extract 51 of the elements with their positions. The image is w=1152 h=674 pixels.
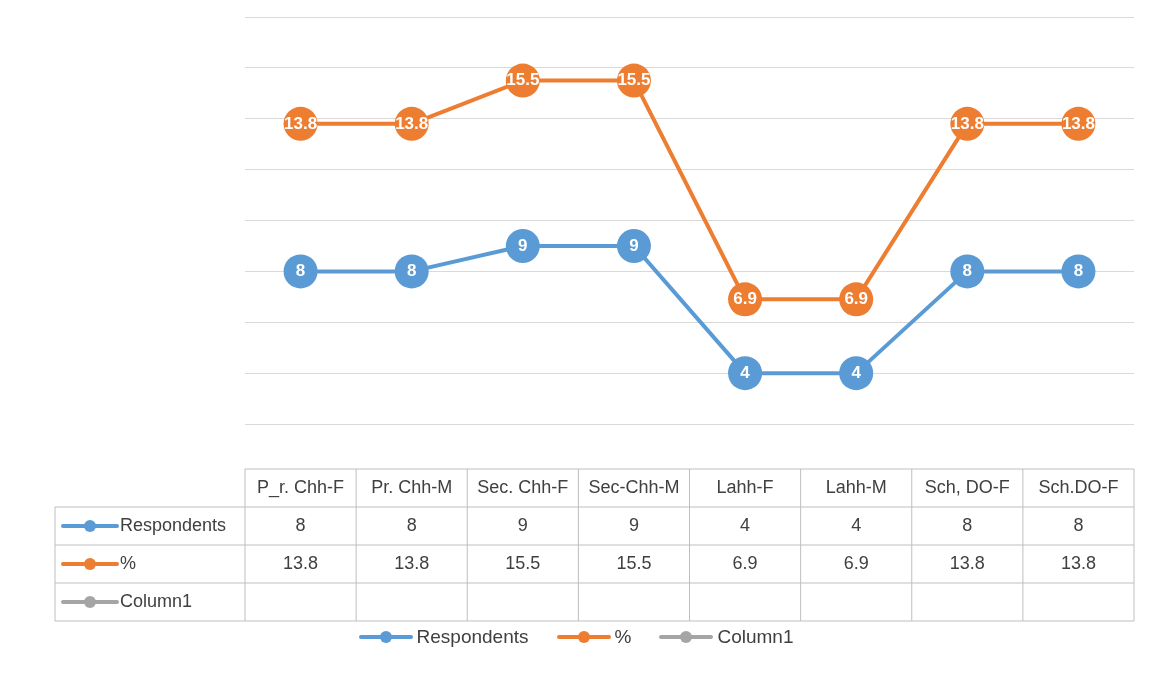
data-label: 4 — [851, 514, 862, 535]
point — [950, 254, 985, 289]
x-tick-label: Lahh-F — [716, 476, 774, 497]
legend-label: Column1 — [120, 590, 193, 611]
data-label: 8 — [406, 514, 417, 535]
point — [505, 228, 540, 263]
annotation: 8 — [295, 261, 306, 281]
data-label: 13.8 — [1060, 552, 1096, 573]
annotation: 13.8 — [284, 113, 318, 133]
x-tick-label: Sch, DO-F — [924, 476, 1010, 497]
data-label: 4 — [740, 514, 751, 535]
annotation: 9 — [629, 235, 639, 255]
data-label: 8 — [1073, 514, 1084, 535]
x-tick-label: Pr. Chh-M — [371, 476, 453, 497]
data-label: 13.8 — [283, 552, 319, 573]
point — [839, 356, 874, 391]
annotation: 13.8 — [1061, 113, 1095, 133]
data-label: 9 — [517, 514, 528, 535]
x-tick-label: Sec. Chh-F — [477, 476, 569, 497]
data-label: 15.5 — [505, 552, 541, 573]
x-tick-label: Lahh-M — [825, 476, 887, 497]
legend-label: % — [120, 552, 137, 573]
data-label: 8 — [295, 514, 306, 535]
data-label: 6.9 — [732, 552, 758, 573]
point — [616, 228, 651, 263]
x-tick-label: Sch.DO-F — [1038, 476, 1119, 497]
annotation: 8 — [962, 261, 973, 281]
annotation: 6.9 — [844, 289, 869, 309]
text: Respondents — [416, 626, 529, 647]
annotation: 4 — [851, 362, 862, 382]
text: Column1 — [717, 626, 794, 647]
annotation: 8 — [1073, 261, 1084, 281]
x-tick-label: Sec-Chh-M — [588, 476, 680, 497]
data-label: 8 — [962, 514, 973, 535]
x-tick-label: P_r. Chh-F — [257, 476, 345, 498]
data-label: 15.5 — [616, 552, 652, 573]
point — [728, 356, 763, 391]
annotation: 9 — [518, 235, 528, 255]
annotation: 13.8 — [950, 113, 984, 133]
text: % — [614, 626, 632, 647]
legend-label: Respondents — [120, 514, 227, 535]
annotation: 13.8 — [395, 113, 429, 133]
data-label: 13.8 — [949, 552, 985, 573]
annotation: 6.9 — [733, 289, 757, 309]
data-label: 6.9 — [843, 552, 869, 573]
data-label: 9 — [628, 514, 639, 535]
annotation: 15.5 — [617, 70, 651, 90]
data-label: 13.8 — [394, 552, 430, 573]
annotation: 4 — [740, 362, 751, 382]
annotation: 15.5 — [506, 70, 540, 90]
annotation: 8 — [406, 261, 417, 281]
